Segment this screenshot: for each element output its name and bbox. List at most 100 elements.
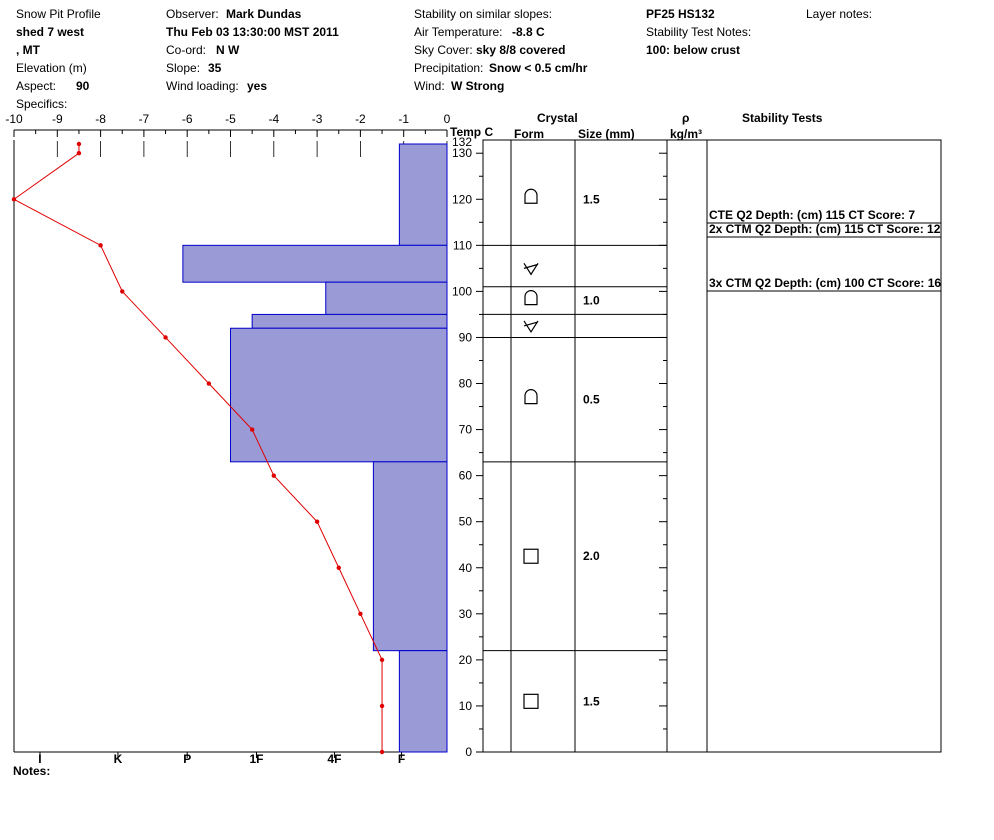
temp-tick-label: -8 [95,112,106,126]
hardness-layer-bar [182,244,448,283]
sky-value: sky 8/8 covered [476,43,566,57]
stability-similar-label: Stability on similar slopes: [414,7,553,21]
hardness-layer-bar [372,461,448,652]
stability-tests-header: Stability Tests [742,111,823,125]
temp-tick-label: 0 [444,112,451,126]
rounded-grains-icon [524,389,538,405]
temperature-point [206,381,212,386]
temperature-point [336,565,341,570]
observer-label: Observer: [166,7,219,21]
temperature-point [379,749,385,755]
observer-value: Mark Dundas [226,7,302,21]
temperature-point [358,611,363,617]
depth-tick-label: 110 [453,238,472,252]
depth-tick-label: 90 [459,330,473,344]
hardness-tick-label: K [114,752,123,766]
density-unit-header: kg/m³ [670,127,702,141]
depth-tick-label: 0 [465,745,472,759]
hardness-layer-bar [251,313,448,329]
stability-test-label: CTE Q2 Depth: (cm) 115 CT Score: 7 [709,208,915,222]
precip-label: Precipitation: [414,61,484,75]
notes-label: Notes: [13,764,50,778]
crystal-size-label: 0.5 [583,393,600,407]
depth-tick-label: 10 [459,699,473,713]
crystal-size-label: 1.5 [583,192,600,206]
air-temp-value: -8.8 C [512,25,545,39]
stability-note: 100: below crust [646,43,741,57]
surface-hoar-icon [523,263,539,276]
temp-tick-label: -6 [182,112,193,126]
depth-tick-label: 100 [452,284,472,298]
temperature-point [379,703,385,709]
profile-title: Snow Pit Profile [16,7,101,21]
depth-tick-label: 130 [452,146,472,160]
faceted-crystals-icon [523,693,539,709]
specifics-label: Specifics: [16,97,68,111]
observation-datetime: Thu Feb 03 13:30:00 MST 2011 [166,25,339,39]
rounded-grains-icon [524,290,538,306]
depth-tick-label: 40 [459,561,473,575]
layer-table-frame [482,139,942,753]
wind-label: Wind: [414,79,445,93]
hardness-layer-bar [398,650,448,753]
depth-tick-label: 80 [459,377,473,391]
slope-label: Slope: [166,61,201,75]
depth-tick-label: 60 [459,469,473,483]
surface-hoar-icon [523,320,539,334]
coord-value: N W [216,43,240,57]
temp-column-header: Temp C [450,125,493,139]
temperature-point [11,197,17,202]
hardness-layer-bar [398,143,448,246]
stability-notes-label: Stability Test Notes: [646,25,752,39]
location-line-1: shed 7 west [16,25,85,39]
temperature-point [163,335,168,340]
temperature-point [379,657,385,663]
faceted-crystals-icon [523,548,539,564]
temperature-point [314,519,320,524]
elevation-label: Elevation (m) [16,61,87,75]
hardness-tick-label: P [183,752,191,766]
wind-value: W Strong [451,79,505,93]
wind-loading-label: Wind loading: [166,79,239,93]
pit-id: PF25 HS132 [646,7,715,21]
temp-tick-label: -2 [355,112,366,126]
depth-tick-label: 132 [452,135,472,149]
hardness-layer-bar [230,327,448,463]
stability-test-label: 2x CTM Q2 Depth: (cm) 115 CT Score: 12 [709,222,941,236]
temperature-point [76,151,82,156]
rho-column-header: ρ [682,111,689,125]
crystal-column-header: Crystal [537,111,578,125]
depth-tick-label: 30 [459,607,473,621]
size-column-header: Size (mm) [578,127,635,141]
air-temp-label: Air Temperature: [414,25,503,39]
temp-tick-label: -5 [225,112,236,126]
location-line-2: , MT [16,43,40,57]
stability-test-label: 3x CTM Q2 Depth: (cm) 100 CT Score: 16 [709,276,941,290]
hardness-tick-label: 1F [249,752,263,766]
temperature-point [249,427,255,432]
depth-tick-label: 70 [459,423,473,437]
temp-tick-label: -4 [268,112,279,126]
temp-tick-label: -7 [139,112,150,126]
hardness-tick-label: F [398,752,405,766]
crystal-size-label: 2.0 [583,549,600,563]
temp-tick-label: -10 [5,112,23,126]
wind-loading-value: yes [247,79,268,93]
aspect-value: 90 [76,79,90,93]
aspect-label: Aspect: [16,79,57,93]
sky-label: Sky Cover: [414,43,473,57]
temperature-point [98,243,103,248]
hardness-tick-label: I [38,752,41,766]
crystal-size-label: 1.0 [583,294,600,308]
temp-tick-label: -3 [312,112,323,126]
temperature-point [76,141,82,147]
temperature-point [120,289,125,294]
hardness-layer-bar [325,281,448,315]
depth-tick-label: 50 [459,515,473,529]
depth-tick-label: 120 [452,192,472,206]
form-column-header: Form [514,127,544,141]
hardness-tick-label: 4F [327,752,341,766]
temp-tick-label: -1 [398,112,409,126]
slope-value: 35 [208,61,222,75]
